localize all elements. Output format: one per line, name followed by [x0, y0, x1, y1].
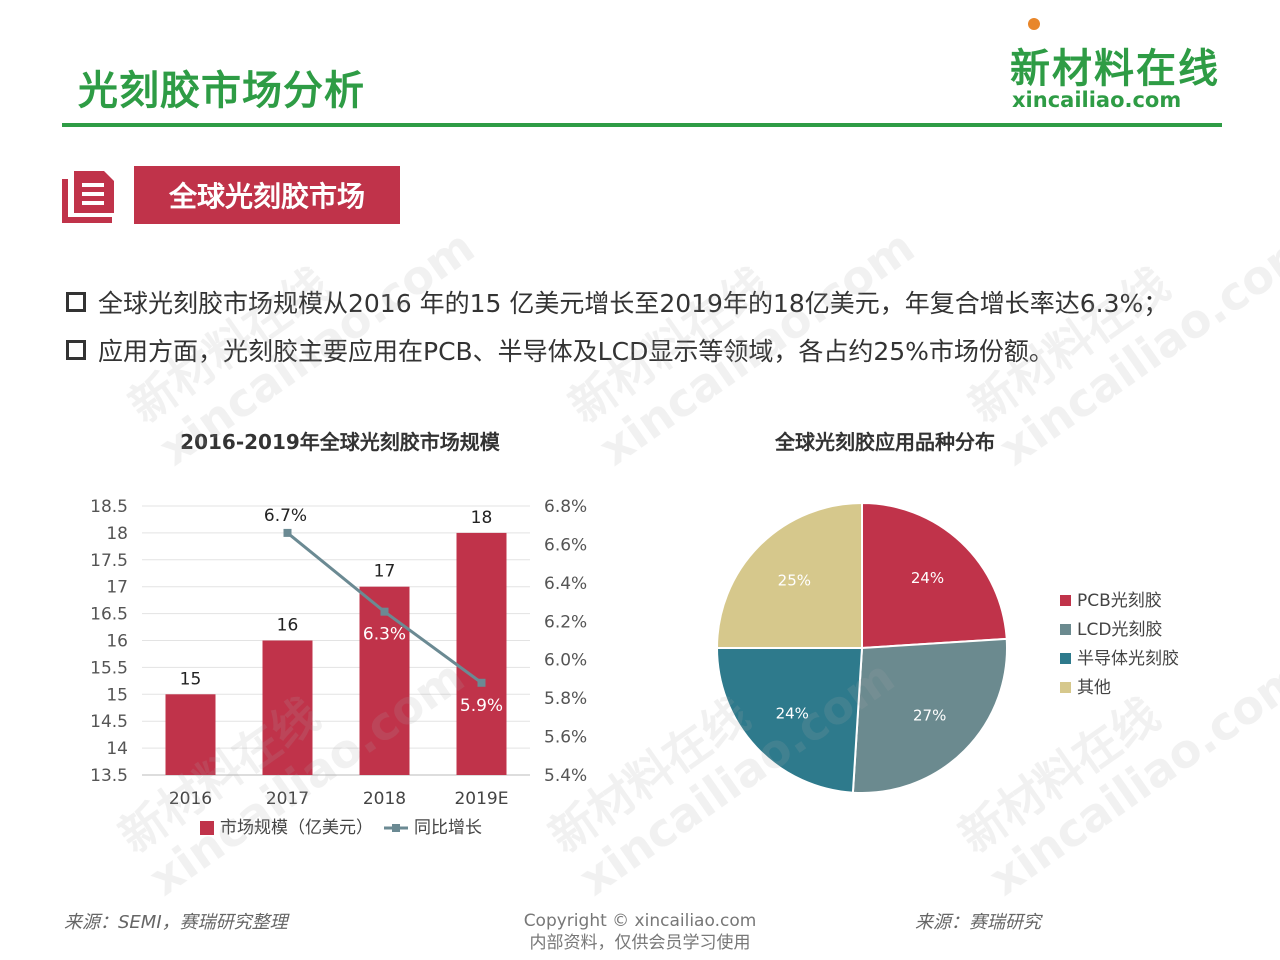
bar-value-label: 17 [374, 562, 396, 582]
legend-swatch [1060, 682, 1071, 693]
x-tick-label: 2016 [169, 789, 212, 809]
legend-label: 市场规模（亿美元） [220, 818, 373, 838]
y2-tick-label: 6.0% [544, 651, 587, 671]
legend-label: 同比增长 [414, 818, 482, 838]
y2-tick-label: 5.6% [544, 728, 587, 748]
section-tag: 全球光刻胶市场 [134, 166, 400, 224]
legend-swatch-bar [200, 821, 214, 835]
y-tick-label: 13.5 [90, 766, 128, 786]
pie-slice [851, 637, 1008, 794]
line-value-label: 5.9% [460, 696, 503, 716]
bar [165, 694, 216, 775]
line-point [477, 678, 486, 687]
pie-slice [715, 647, 864, 794]
pie-slice-label: 24% [911, 569, 944, 587]
y2-tick-label: 6.6% [544, 535, 587, 555]
legend-label: 其他 [1077, 678, 1111, 698]
line-point [283, 528, 292, 537]
document-icon [62, 171, 114, 223]
y-tick-label: 17 [106, 578, 128, 598]
y-tick-label: 18.5 [90, 497, 128, 517]
pie-chart-title: 全球光刻胶应用品种分布 [775, 430, 995, 454]
brand-logo: 新材料在线 xincailiao.com [1010, 18, 1230, 113]
legend-label: PCB光刻胶 [1077, 591, 1162, 611]
legend-swatch-point [392, 824, 400, 832]
y2-tick-label: 6.2% [544, 612, 587, 632]
title-divider [62, 123, 1222, 127]
y-tick-label: 15 [106, 685, 128, 705]
pie-slice-label: 27% [913, 707, 946, 725]
bar [262, 640, 313, 775]
x-tick-label: 2018 [363, 789, 406, 809]
line-value-label: 6.7% [264, 506, 307, 526]
legend-label: 半导体光刻胶 [1077, 649, 1179, 669]
y2-tick-label: 6.4% [544, 574, 587, 594]
pie-slice [715, 501, 863, 649]
y-tick-label: 16 [106, 632, 128, 652]
y-tick-label: 18 [106, 524, 128, 544]
bullet-item: 全球光刻胶市场规模从2016 年的15 亿美元增长至2019年的18亿美元，年复… [66, 278, 1256, 326]
bullet-square-icon [66, 292, 86, 312]
bar-value-label: 18 [471, 508, 493, 528]
bar-value-label: 16 [277, 616, 299, 636]
bullet-text: 应用方面，光刻胶主要应用在PCB、半导体及LCD显示等领域，各占约25%市场份额… [98, 337, 1054, 366]
logo-dot-icon [1028, 18, 1040, 30]
bar [359, 586, 410, 775]
line-point [380, 607, 389, 616]
y-tick-label: 14.5 [90, 712, 128, 732]
y2-tick-label: 5.8% [544, 689, 587, 709]
x-tick-label: 2019E [454, 789, 508, 809]
pie-slice-label: 25% [778, 571, 811, 589]
market-size-chart: 13.5 14 14.5 15 15.5 16 16.5 17 17.5 18 18.5 5.4% 5.… [90, 497, 587, 838]
legend-swatch [1060, 624, 1071, 635]
y-tick-label: 17.5 [90, 551, 128, 571]
y2-tick-label: 6.8% [544, 497, 587, 517]
copyright-line: Copyright © xincailiao.com [523, 911, 757, 931]
bar-chart-source: 来源：SEMI，赛瑞研究整理 [64, 912, 288, 933]
legend-swatch [1060, 595, 1071, 606]
page-title: 光刻胶市场分析 [78, 68, 365, 114]
bullet-square-icon [66, 340, 86, 360]
bullet-item: 应用方面，光刻胶主要应用在PCB、半导体及LCD显示等领域，各占约25%市场份额… [66, 326, 1256, 374]
pie-slice-label: 24% [776, 705, 809, 723]
bullet-text: 全球光刻胶市场规模从2016 年的15 亿美元增长至2019年的18亿美元，年复… [98, 289, 1169, 318]
y-tick-label: 16.5 [90, 605, 128, 625]
copyright-notice: Copyright © xincailiao.com 内部资料，仅供会员学习使用 [480, 910, 800, 954]
bar [456, 532, 507, 775]
x-tick-label: 2017 [266, 789, 309, 809]
pie-slice [861, 501, 1008, 650]
pie-chart-source: 来源：赛瑞研究 [915, 912, 1041, 933]
y-tick-label: 14 [106, 739, 128, 759]
logo-chinese-text: 新材料在线 [1010, 46, 1220, 92]
legend-swatch [1060, 653, 1071, 664]
bar-chart-title: 2016-2019年全球光刻胶市场规模 [180, 430, 500, 454]
y2-tick-label: 5.4% [544, 766, 587, 786]
bar-value-label: 15 [180, 669, 202, 689]
line-value-label: 6.3% [363, 625, 406, 645]
internal-use-line: 内部资料，仅供会员学习使用 [529, 933, 751, 953]
logo-english-text: xincailiao.com [1012, 88, 1182, 112]
y-tick-label: 15.5 [90, 658, 128, 678]
bullet-list: 全球光刻胶市场规模从2016 年的15 亿美元增长至2019年的18亿美元，年复… [66, 278, 1256, 374]
legend-label: LCD光刻胶 [1077, 620, 1162, 640]
